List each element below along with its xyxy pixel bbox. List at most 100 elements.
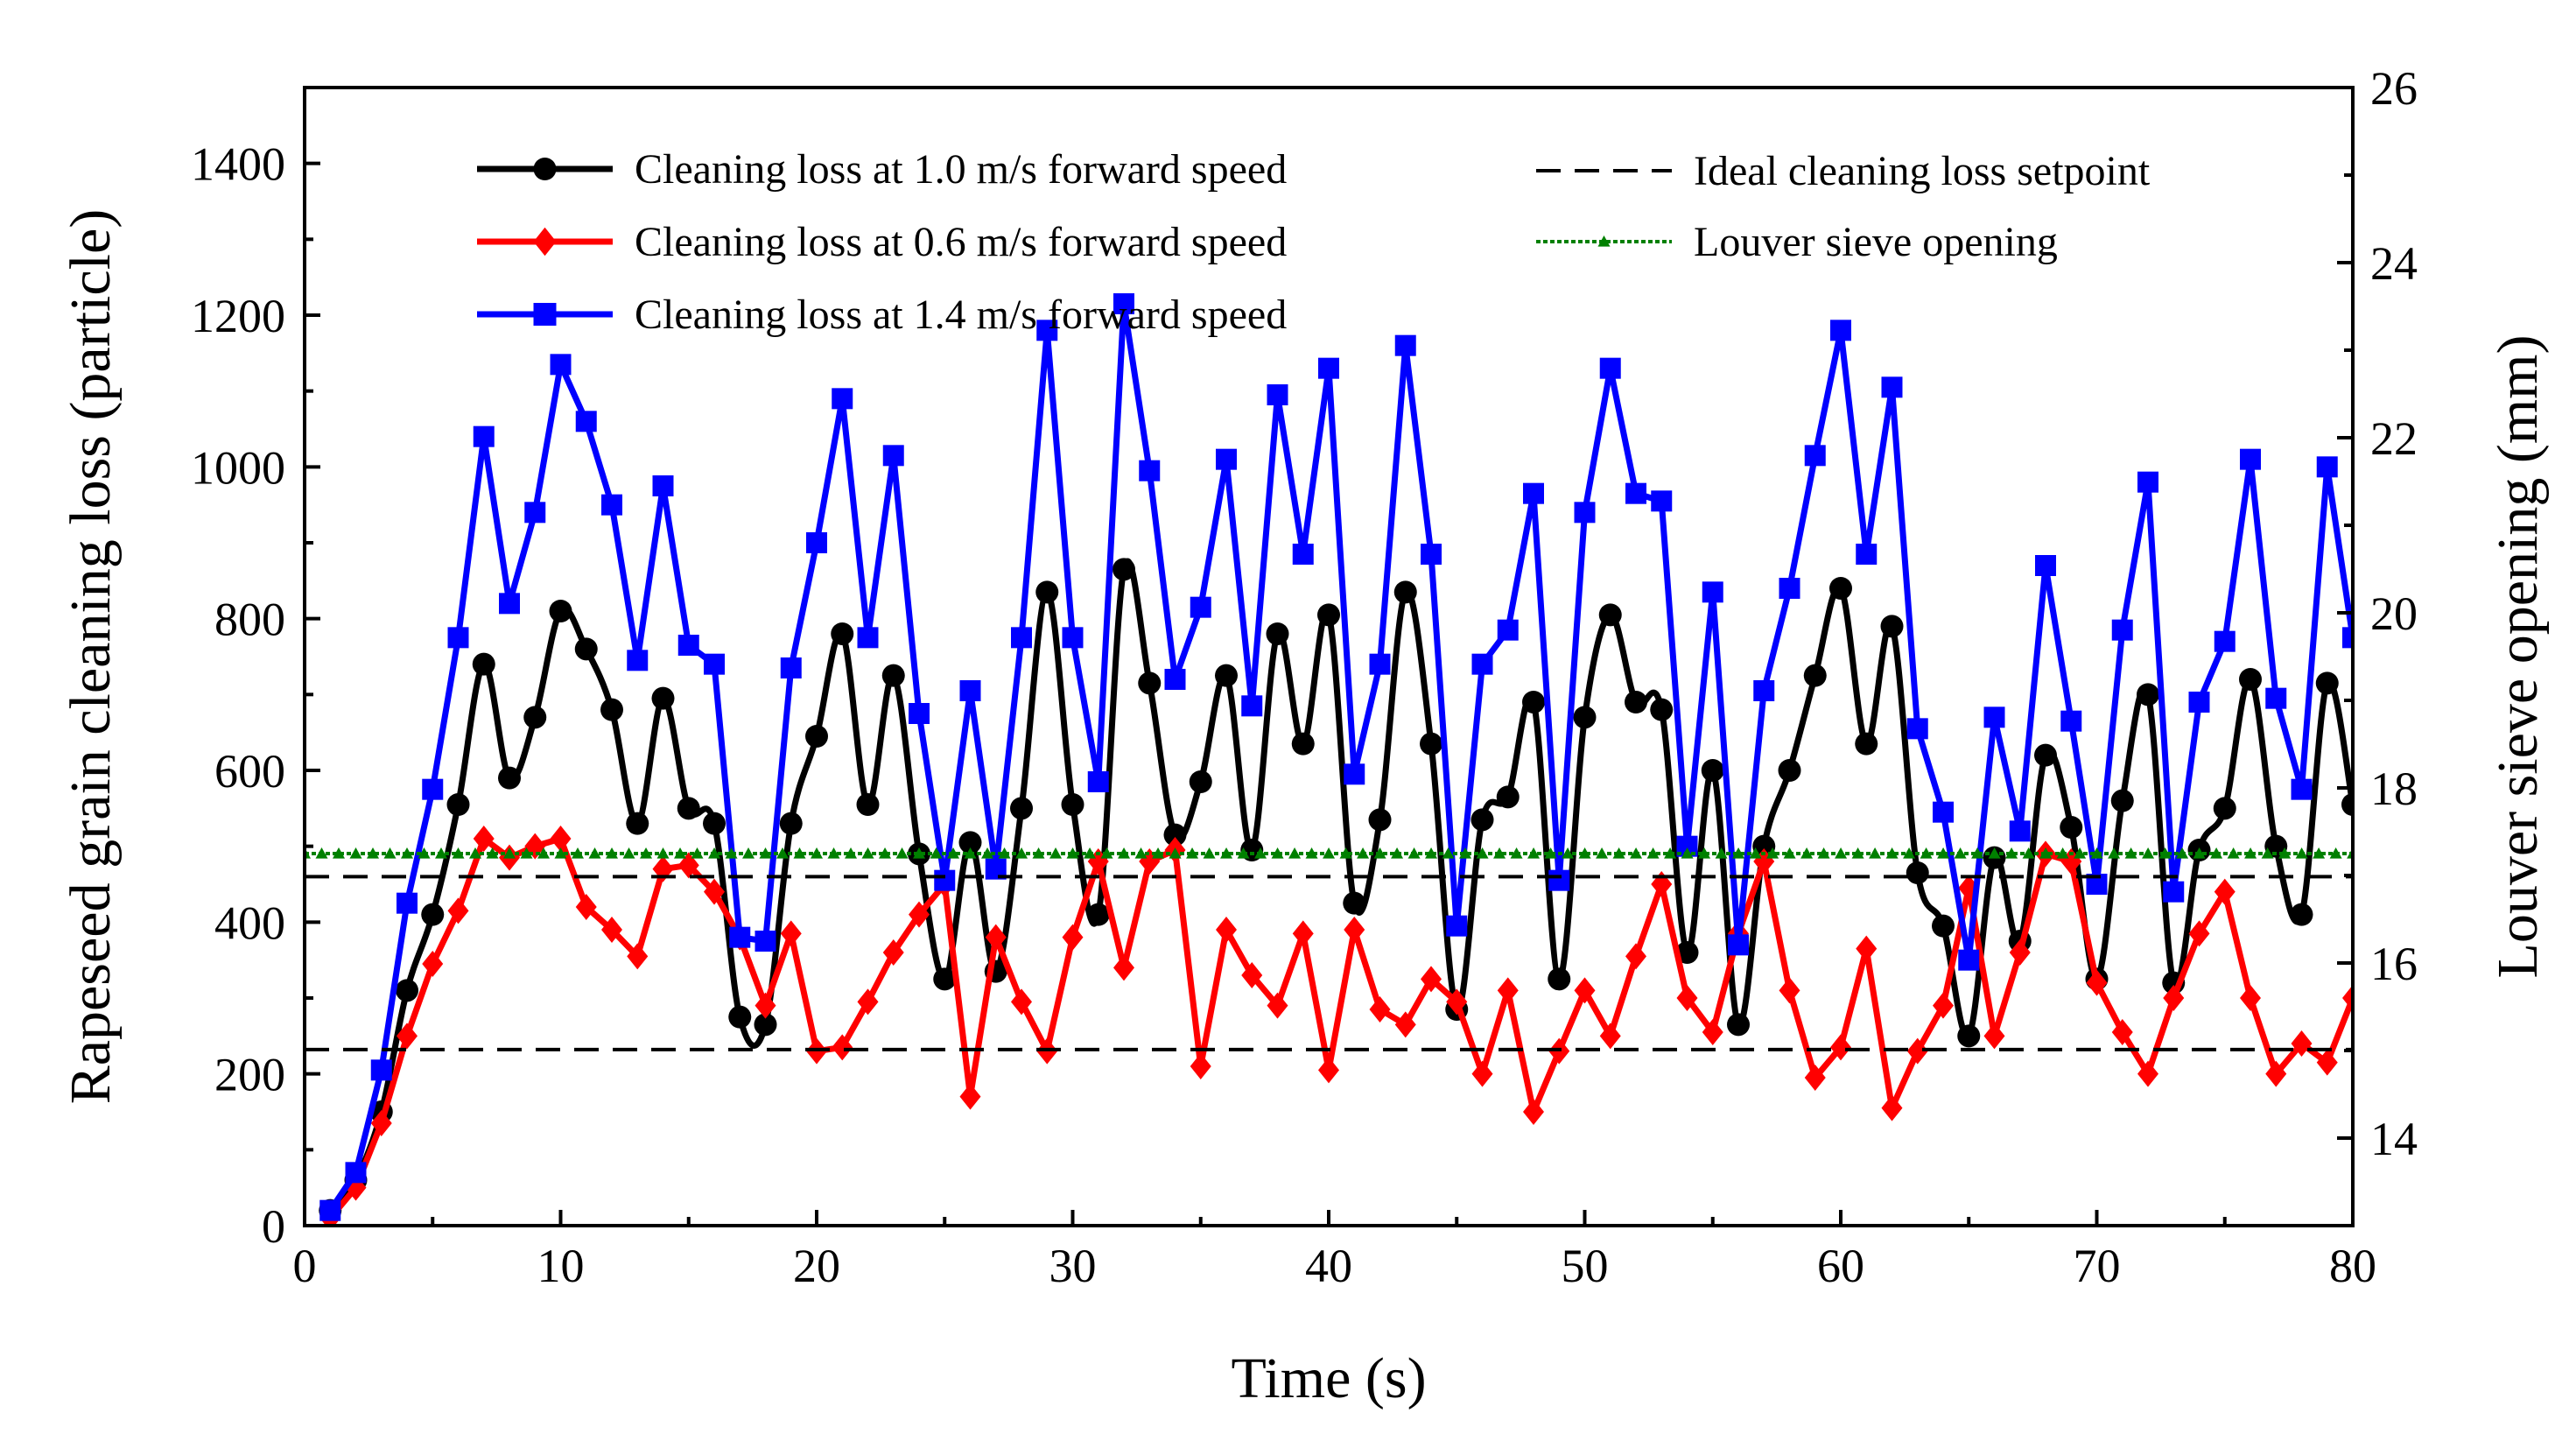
legend-item-cleaning-loss-at-1-0-m-s-forward-speed: Cleaning loss at 1.0 m/s forward speed <box>477 146 1287 193</box>
data-point <box>1266 622 1289 645</box>
legend-marker <box>533 303 557 326</box>
data-point <box>1523 482 1544 504</box>
data-point <box>1779 977 1800 1004</box>
data-point <box>729 926 751 948</box>
data-point <box>550 354 572 376</box>
sieve-opening-marker <box>1783 847 1796 859</box>
data-point <box>755 992 776 1019</box>
data-point <box>1574 977 1596 1004</box>
data-point <box>1190 596 1211 618</box>
sieve-opening-marker <box>2005 847 2018 859</box>
data-point <box>2111 619 2133 641</box>
data-point <box>2137 1060 2158 1087</box>
data-point <box>2060 710 2082 732</box>
data-point <box>1216 448 1237 470</box>
legend-item-ideal-cleaning-loss-setpoint: Ideal cleaning loss setpoint <box>1536 148 2151 194</box>
sieve-opening-marker <box>947 847 960 859</box>
data-point <box>549 600 572 622</box>
data-point <box>1728 934 1749 956</box>
data-point <box>2110 789 2134 812</box>
sieve-opening-marker <box>1510 847 1523 859</box>
data-point <box>1421 966 1442 993</box>
legend-label: Cleaning loss at 1.4 m/s forward speed <box>635 292 1287 338</box>
sieve-opening-marker <box>2022 847 2035 859</box>
data-point <box>1421 544 1442 565</box>
data-point <box>2316 456 2338 478</box>
data-point <box>1446 988 1468 1016</box>
data-point <box>677 797 700 820</box>
data-point <box>2034 743 2057 767</box>
sieve-opening-marker <box>2261 847 2274 859</box>
sieve-opening-marker <box>537 847 551 859</box>
sieve-opening-marker <box>401 847 414 859</box>
sieve-opening-marker <box>2193 847 2206 859</box>
data-point <box>1139 460 1161 481</box>
data-point <box>882 445 904 467</box>
data-point <box>1523 1099 1544 1125</box>
sieve-opening-marker <box>913 847 926 859</box>
x-tick-label: 80 <box>2329 1240 2376 1292</box>
data-point <box>1574 502 1596 524</box>
legend-label: Ideal cleaning loss setpoint <box>1694 148 2151 194</box>
data-point <box>2214 878 2236 905</box>
sieve-opening-marker <box>1578 847 1591 859</box>
data-point <box>1548 967 1571 991</box>
data-point <box>2341 793 2353 816</box>
sieve-opening-marker <box>486 847 499 859</box>
data-point <box>1906 1037 1928 1065</box>
data-point <box>1062 627 1084 649</box>
data-point <box>2035 555 2056 576</box>
data-point <box>397 892 418 914</box>
x-axis: 0 10 20 30 40 50 60 70 80 <box>293 1210 2376 1292</box>
y2-tick-label: 16 <box>2370 938 2418 990</box>
data-point <box>1471 1060 1493 1087</box>
sieve-opening-marker <box>1100 847 1113 859</box>
data-point <box>1958 949 1980 971</box>
data-point <box>1983 1023 2005 1050</box>
sieve-opening-marker <box>1476 847 1489 859</box>
sieve-opening-marker <box>793 847 806 859</box>
data-point <box>1010 797 1033 820</box>
data-point <box>1344 763 1365 785</box>
data-point <box>831 622 854 645</box>
series-louver-sieve-opening <box>305 847 2353 859</box>
sieve-opening-marker <box>1032 847 1045 859</box>
sieve-opening-marker <box>1373 847 1386 859</box>
data-point <box>1267 384 1288 405</box>
sieve-opening-marker <box>1134 847 1148 859</box>
data-point <box>2188 920 2210 947</box>
sieve-opening-marker <box>333 847 346 859</box>
data-point <box>882 939 904 966</box>
sieve-opening-marker <box>452 847 465 859</box>
x-tick-label: 70 <box>2074 1240 2121 1292</box>
data-point <box>985 924 1007 951</box>
series-ideal-cleaning-loss-setpoint <box>305 875 2353 1051</box>
sieve-opening-marker <box>606 847 619 859</box>
sieve-opening-marker <box>1732 847 1745 859</box>
data-point <box>909 703 930 724</box>
data-point <box>601 917 622 943</box>
data-point <box>1598 603 1622 627</box>
y2-tick-label: 26 <box>2370 62 2418 115</box>
data-point <box>473 826 495 852</box>
data-point <box>523 706 547 729</box>
data-point <box>1241 695 1263 717</box>
sieve-opening-marker <box>1920 847 1933 859</box>
x-tick-label: 60 <box>1817 1240 1864 1292</box>
sieve-opening-marker <box>981 847 994 859</box>
data-point <box>2137 683 2159 706</box>
data-point <box>1932 914 1955 938</box>
data-point <box>2188 692 2210 713</box>
data-point <box>2239 668 2262 691</box>
data-point <box>2342 627 2353 649</box>
data-point <box>2009 820 2031 842</box>
data-point <box>1189 770 1212 793</box>
y2-tick-label: 20 <box>2370 587 2418 640</box>
sieve-opening-marker <box>1630 847 1643 859</box>
sieve-opening-marker <box>861 847 874 859</box>
legend-marker <box>533 227 557 257</box>
data-point <box>345 1162 367 1184</box>
data-point <box>1599 357 1621 379</box>
data-point <box>397 1023 418 1050</box>
